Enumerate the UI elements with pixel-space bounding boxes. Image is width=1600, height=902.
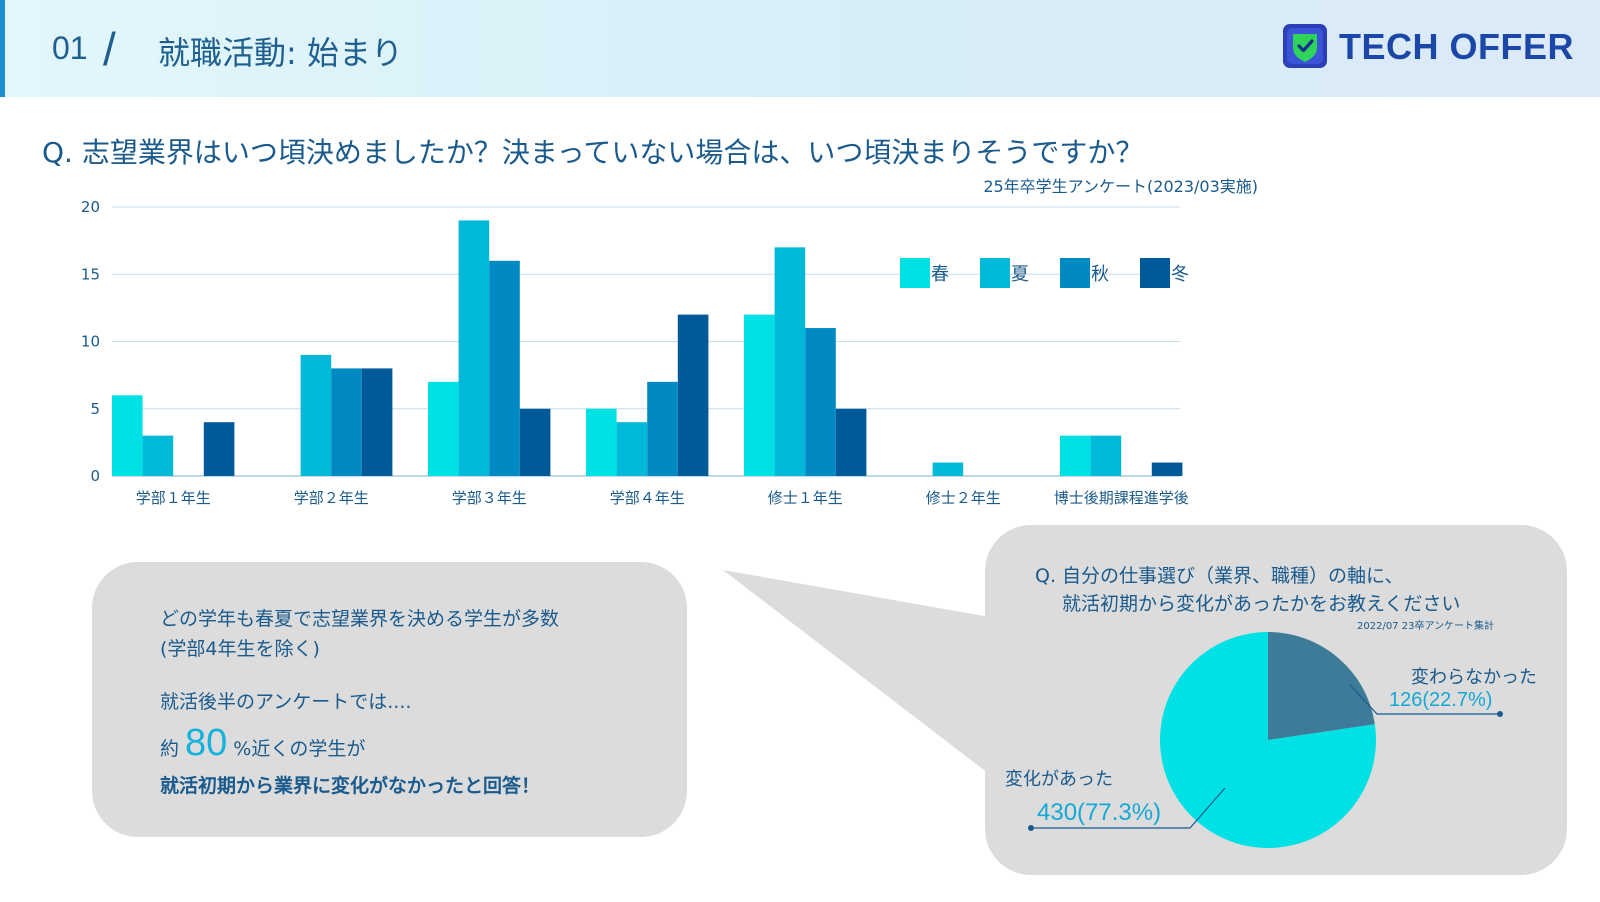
- bar-夏: [774, 247, 806, 476]
- leader-dot: [1028, 825, 1034, 831]
- y-tick-label: 20: [81, 198, 100, 216]
- leader-line-unchanged: [1349, 684, 1500, 715]
- bar-冬: [835, 408, 867, 476]
- legend-swatch: [1060, 258, 1090, 288]
- leader-dot: [1497, 711, 1503, 717]
- tech-offer-logo: TECH OFFER: [1283, 22, 1583, 72]
- x-category-label: 学部１年生: [136, 489, 211, 507]
- summary-line-4: 約 80 %近くの学生が: [160, 722, 365, 765]
- pie-source-note: 2022/07 23卒アンケート集計: [1357, 621, 1495, 632]
- pie-slice: [1268, 631, 1375, 740]
- legend-swatch: [900, 258, 930, 288]
- survey-question: Q. 志望業界はいつ頃決めましたか？決まっていない場合は、いつ頃決まりそうですか…: [42, 136, 1144, 169]
- legend-label: 春: [931, 264, 949, 285]
- pie-question-line-2: 就活初期から変化があったかをお教えください: [1062, 593, 1461, 615]
- shield-check-icon: [1283, 24, 1327, 68]
- bar-春: [1060, 435, 1091, 476]
- y-tick-label: 10: [81, 333, 100, 351]
- header-accent-bar: [0, 0, 5, 97]
- summary-conclusion: 就活初期から業界に変化がなかったと回答！: [160, 775, 541, 797]
- bar-夏: [616, 422, 648, 476]
- y-tick-label: 15: [81, 265, 100, 283]
- bar-夏: [300, 354, 332, 476]
- bar-冬: [519, 408, 551, 476]
- bar-春: [744, 314, 775, 476]
- summary-bubble: [92, 562, 687, 837]
- pie-value-changed: 430(77.3%): [1037, 799, 1162, 826]
- bar-春: [586, 408, 617, 476]
- bar-夏: [142, 435, 174, 476]
- x-category-label: 学部３年生: [452, 489, 527, 507]
- x-category-label: 修士１年生: [768, 489, 843, 507]
- y-tick-label: 5: [90, 400, 100, 418]
- summary-suffix: %近くの学生が: [233, 738, 366, 760]
- bar-夏: [1090, 435, 1122, 476]
- legend-swatch: [1140, 258, 1170, 288]
- summary-line-2: (学部4年生を除く): [160, 638, 320, 660]
- summary-line-1: どの学年も春夏で志望業界を決める学生が多数: [160, 608, 560, 630]
- bar-夏: [458, 220, 490, 476]
- section-number: 01: [52, 30, 88, 66]
- section-title: 就職活動: 始まり: [158, 34, 403, 72]
- x-category-label: 学部４年生: [610, 489, 685, 507]
- pie-slice: [1160, 632, 1376, 848]
- x-category-label: 修士２年生: [926, 489, 1001, 507]
- pie-label-unchanged: 変わらなかった: [1411, 667, 1537, 688]
- bar-冬: [361, 368, 393, 476]
- section-divider: /: [103, 23, 116, 75]
- leader-line-changed: [1031, 787, 1226, 829]
- legend-label: 秋: [1091, 264, 1109, 285]
- bar-秋: [805, 328, 836, 476]
- legend-label: 夏: [1011, 264, 1029, 285]
- x-category-label: 学部２年生: [294, 489, 369, 507]
- bar-冬: [1151, 462, 1183, 476]
- bar-冬: [677, 314, 709, 476]
- legend-label: 冬: [1171, 264, 1189, 285]
- bar-秋: [489, 260, 520, 476]
- header-banner: 01 / 就職活動: 始まり TECH OFFER: [0, 0, 1600, 97]
- highlight-percentage: 80: [185, 722, 228, 764]
- survey-source-note: 25年卒学生アンケート(2023/03実施): [983, 177, 1258, 196]
- y-tick-label: 0: [90, 467, 100, 485]
- bar-夏: [932, 462, 964, 476]
- bar-秋: [647, 381, 678, 476]
- bar-秋: [331, 368, 362, 476]
- logo-text: TECH OFFER: [1339, 26, 1574, 67]
- pie-question-line-1: Q. 自分の仕事選び（業界、職種）の軸に、: [1035, 565, 1404, 587]
- legend-swatch: [980, 258, 1010, 288]
- bar-冬: [203, 422, 235, 476]
- summary-line-3: 就活後半のアンケートでは....: [160, 691, 412, 713]
- bar-春: [112, 395, 143, 476]
- bar-春: [428, 381, 459, 476]
- summary-prefix: 約: [160, 738, 180, 760]
- pie-label-changed: 変化があった: [1005, 769, 1113, 790]
- x-category-label: 博士後期課程進学後: [1054, 489, 1189, 507]
- pie-value-unchanged: 126(22.7%): [1389, 689, 1493, 711]
